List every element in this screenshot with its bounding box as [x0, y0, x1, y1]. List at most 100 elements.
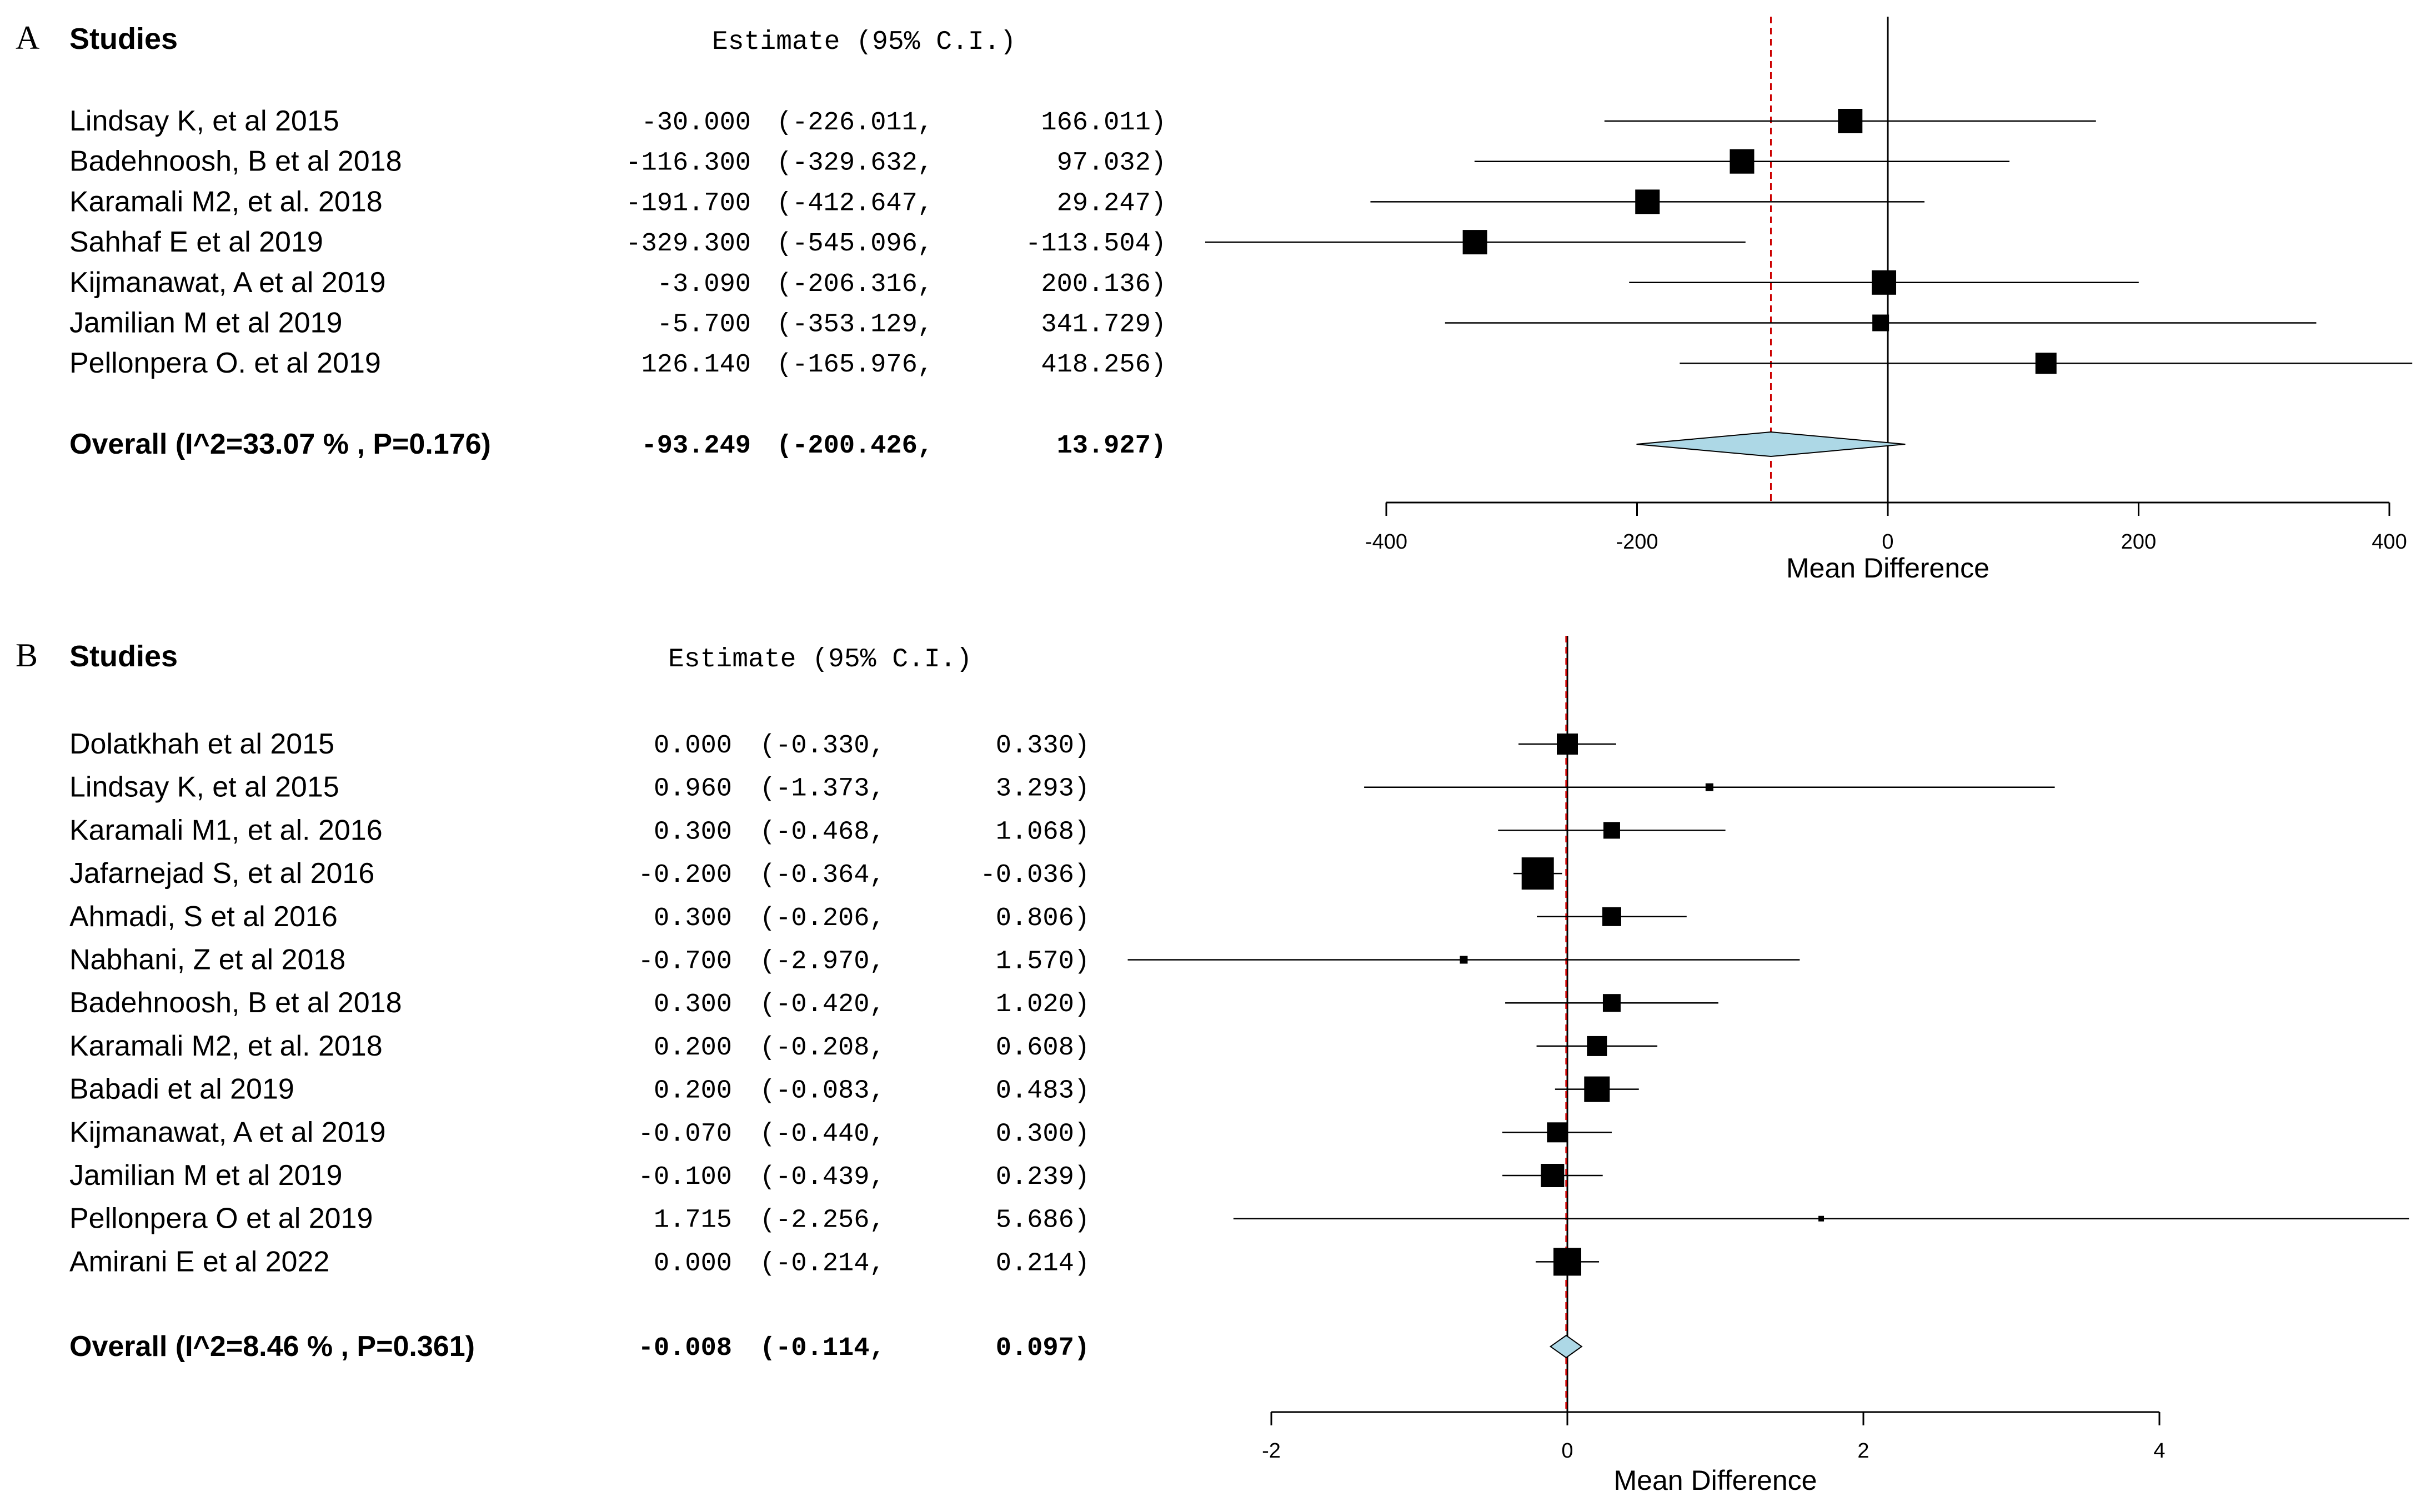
x-tick-label: -2: [1262, 1439, 1281, 1463]
study-name: Kijmanawat, A et al 2019: [69, 1116, 386, 1148]
study-estimate-box: [1547, 1122, 1567, 1143]
study-estimate-box: [1557, 734, 1578, 755]
study-name: Jafarnejad S, et al 2016: [69, 857, 374, 890]
studies-header: Studies: [69, 640, 178, 673]
study-estimate-box: [1818, 1215, 1824, 1222]
study-estimate: -0.070: [638, 1119, 732, 1149]
x-tick-label: 2: [1857, 1439, 1869, 1463]
study-estimate-box: [1587, 1036, 1607, 1056]
study-name: Sahhaf E et al 2019: [69, 226, 323, 258]
study-estimate: 0.300: [654, 990, 732, 1019]
study-ci-upper: 3.293): [996, 775, 1090, 804]
study-name: Lindsay K, et al 2015: [69, 771, 339, 803]
x-tick-label: -200: [1616, 530, 1658, 554]
study-ci-upper: 0.239): [996, 1163, 1090, 1192]
study-name: Ahmadi, S et al 2016: [69, 901, 338, 933]
study-name: Karamali M2, et al. 2018: [69, 1030, 383, 1062]
study-name: Jamilian M et al 2019: [69, 307, 342, 339]
x-tick-label: 0: [1882, 530, 1893, 554]
study-ci-lower: (-412.647,: [776, 189, 933, 218]
x-axis-label: Mean Difference: [1614, 1465, 1817, 1496]
study-ci-lower: (-0.420,: [760, 990, 885, 1019]
study-ci-upper: 1.068): [996, 817, 1090, 847]
overall-ci-lower: (-0.114,: [760, 1334, 885, 1363]
overall-label: Overall (I^2=33.07 % , P=0.176): [69, 428, 491, 460]
study-ci-upper: -0.036): [980, 861, 1090, 890]
study-estimate: -5.700: [657, 310, 751, 340]
study-ci-lower: (-0.214,: [760, 1249, 885, 1278]
study-estimate-box: [1872, 270, 1897, 295]
study-ci-lower: (-0.468,: [760, 817, 885, 847]
study-ci-upper: 0.214): [996, 1249, 1090, 1278]
study-estimate: -329.300: [625, 229, 751, 259]
study-estimate: -0.100: [638, 1163, 732, 1192]
overall-label: Overall (I^2=8.46 % , P=0.361): [69, 1330, 475, 1363]
study-estimate: 0.300: [654, 817, 732, 847]
study-ci-lower: (-0.208,: [760, 1033, 885, 1063]
study-name: Badehnoosh, B et al 2018: [69, 145, 402, 178]
study-ci-upper: 5.686): [996, 1206, 1090, 1235]
study-estimate-box: [1838, 109, 1863, 133]
study-estimate-box: [1705, 783, 1713, 791]
x-tick-label: 4: [2153, 1439, 2165, 1463]
study-ci-upper: 0.300): [996, 1119, 1090, 1149]
study-estimate: -191.700: [625, 189, 751, 218]
study-estimate: 0.200: [654, 1077, 732, 1106]
study-ci-upper: 1.020): [996, 990, 1090, 1019]
study-name: Dolatkhah et al 2015: [69, 728, 334, 760]
study-name: Amirani E et al 2022: [69, 1245, 329, 1278]
study-ci-upper: 0.608): [996, 1033, 1090, 1063]
study-ci-lower: (-0.440,: [760, 1119, 885, 1149]
study-estimate-box: [1730, 149, 1755, 174]
study-ci-lower: (-2.970,: [760, 947, 885, 977]
study-ci-lower: (-353.129,: [776, 310, 933, 340]
study-ci-lower: (-0.439,: [760, 1163, 885, 1192]
study-ci-upper: 200.136): [1041, 270, 1166, 299]
study-ci-lower: (-545.096,: [776, 229, 933, 259]
study-name: Karamali M1, et al. 2016: [69, 814, 383, 846]
study-ci-upper: 0.806): [996, 904, 1090, 933]
study-estimate: -30.000: [641, 108, 751, 138]
study-ci-lower: (-329.632,: [776, 149, 933, 178]
study-ci-lower: (-206.316,: [776, 270, 933, 299]
study-name: Jamilian M et al 2019: [69, 1159, 342, 1192]
study-estimate: -0.700: [638, 947, 732, 977]
study-estimate: 126.140: [641, 350, 751, 380]
studies-header: Studies: [69, 22, 178, 56]
x-tick-label: 200: [2121, 530, 2156, 554]
study-ci-upper: 341.729): [1041, 310, 1166, 340]
study-name: Pellonpera O. et al 2019: [69, 347, 381, 379]
study-ci-upper: 166.011): [1041, 108, 1166, 138]
study-ci-lower: (-1.373,: [760, 775, 885, 804]
study-ci-lower: (-0.206,: [760, 904, 885, 933]
study-estimate: 0.200: [654, 1033, 732, 1063]
study-estimate-box: [1635, 189, 1660, 214]
study-estimate-box: [1553, 1248, 1581, 1276]
study-estimate-box: [1872, 314, 1889, 331]
x-tick-label: 0: [1561, 1439, 1573, 1463]
x-tick-label: 400: [2372, 530, 2407, 554]
study-estimate-box: [1584, 1076, 1610, 1102]
study-name: Kijmanawat, A et al 2019: [69, 267, 386, 299]
study-estimate-box: [1541, 1164, 1565, 1187]
overall-ci-upper: 13.927): [1057, 431, 1166, 461]
study-estimate: 0.000: [654, 731, 732, 761]
study-estimate: 0.960: [654, 775, 732, 804]
study-ci-upper: -113.504): [1025, 229, 1166, 259]
study-name: Badehnoosh, B et al 2018: [69, 987, 402, 1019]
study-estimate-box: [1602, 907, 1621, 926]
study-ci-upper: 97.032): [1057, 149, 1166, 178]
estimate-header: Estimate (95% C.I.): [712, 27, 1016, 57]
study-name: Karamali M2, et al. 2018: [69, 185, 383, 218]
study-estimate-box: [1462, 230, 1487, 255]
x-axis-label: Mean Difference: [1786, 552, 1989, 584]
overall-diamond: [1549, 1334, 1583, 1359]
study-ci-lower: (-0.364,: [760, 861, 885, 890]
study-estimate: 0.300: [654, 904, 732, 933]
study-ci-lower: (-226.011,: [776, 108, 933, 138]
x-tick-label: -400: [1365, 530, 1407, 554]
study-name: Lindsay K, et al 2015: [69, 105, 339, 137]
study-estimate: -0.200: [638, 861, 732, 890]
overall-estimate: -93.249: [641, 431, 751, 461]
